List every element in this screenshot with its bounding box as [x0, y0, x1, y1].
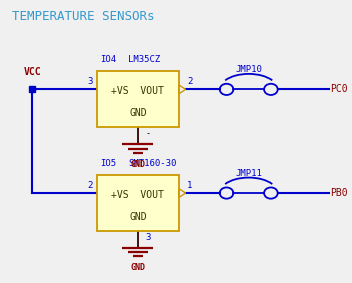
Text: PB0: PB0: [331, 188, 348, 198]
FancyBboxPatch shape: [97, 175, 179, 231]
Text: 2: 2: [187, 77, 192, 86]
Text: GND: GND: [129, 108, 147, 119]
Text: IO5: IO5: [100, 159, 117, 168]
Text: GND: GND: [129, 212, 147, 222]
FancyBboxPatch shape: [97, 71, 179, 127]
Text: GND: GND: [130, 263, 145, 273]
Text: -: -: [145, 129, 150, 138]
Text: 3: 3: [87, 77, 93, 86]
Text: 2: 2: [87, 181, 93, 190]
Text: SMT160-30: SMT160-30: [128, 159, 176, 168]
Text: +VS  VOUT: +VS VOUT: [112, 190, 164, 200]
Text: 1: 1: [187, 181, 192, 190]
Text: PC0: PC0: [331, 84, 348, 94]
Text: VCC: VCC: [23, 67, 41, 77]
Text: JMP11: JMP11: [235, 169, 262, 178]
Text: GND: GND: [130, 160, 145, 169]
Text: 3: 3: [145, 233, 151, 242]
Text: LM35CZ: LM35CZ: [128, 55, 160, 65]
Text: +VS  VOUT: +VS VOUT: [112, 86, 164, 96]
Text: TEMPERATURE SENSORs: TEMPERATURE SENSORs: [12, 10, 154, 23]
Text: JMP10: JMP10: [235, 65, 262, 74]
Text: IO4: IO4: [100, 55, 117, 65]
